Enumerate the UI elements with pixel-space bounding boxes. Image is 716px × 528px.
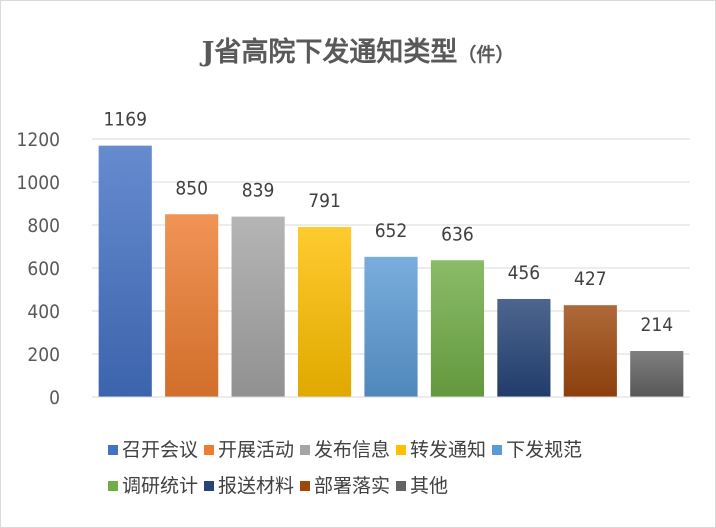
legend-label: 召开会议: [122, 439, 199, 461]
legend-label: 发布信息: [314, 439, 391, 461]
y-tick-label: 200: [27, 344, 60, 366]
legend-item: 报送材料: [204, 468, 294, 504]
y-tick-label: 1200: [17, 129, 61, 151]
y-tick-label: 600: [27, 258, 60, 280]
bar-3: [231, 216, 285, 397]
legend-label: 部署落实: [314, 475, 391, 497]
legend-swatch: [492, 445, 503, 455]
legend-label: 调研统计: [122, 475, 199, 497]
y-axis-ticks: 0 200 400 600 800 1000 1200: [17, 129, 61, 409]
chart-title: J省高院下发通知类型（件）: [0, 30, 716, 69]
data-label: 427: [574, 268, 607, 290]
data-label: 652: [375, 220, 408, 242]
legend-item: 转发通知: [396, 432, 486, 468]
data-label: 850: [175, 177, 208, 199]
legend-item: 调研统计: [108, 468, 198, 504]
data-label: 456: [508, 262, 541, 284]
data-label: 214: [640, 314, 673, 336]
y-tick-label: 800: [27, 215, 60, 237]
bar-7: [497, 298, 551, 397]
bar-1: [98, 145, 152, 397]
legend-item: 发布信息: [300, 432, 390, 468]
legend-swatch: [396, 481, 407, 491]
legend-swatch: [108, 445, 118, 455]
data-label: 839: [242, 180, 275, 202]
bar-9: [630, 350, 684, 397]
bar-2: [165, 214, 219, 397]
legend-swatch: [300, 481, 311, 491]
bar-8: [563, 305, 617, 397]
chart-title-unit: （件）: [457, 44, 515, 66]
legend-swatch: [204, 445, 215, 455]
data-labels: 1169 850 839 791 652 636 456 427 214: [103, 109, 673, 336]
legend-row: 调研统计 报送材料 部署落实 其他: [108, 468, 628, 504]
legend-label: 报送材料: [218, 475, 295, 497]
data-label: 1169: [103, 109, 147, 131]
bar-5: [364, 256, 418, 397]
data-label: 791: [308, 190, 341, 212]
legend-item: 其他: [396, 468, 448, 504]
legend-swatch: [396, 445, 407, 455]
data-label: 636: [441, 223, 474, 245]
legend-item: 部署落实: [300, 468, 390, 504]
y-tick-label: 0: [49, 387, 60, 409]
legend-row: 召开会议 开展活动 发布信息 转发通知 下发规范: [108, 432, 628, 468]
legend-item: 召开会议: [108, 432, 198, 468]
legend-label: 转发通知: [410, 439, 487, 461]
bar-6: [430, 260, 485, 397]
legend-swatch: [300, 445, 311, 455]
legend-item: 开展活动: [204, 432, 294, 468]
chart-title-main: J省高院下发通知类型: [201, 37, 458, 68]
legend-label: 下发规范: [506, 439, 583, 461]
bar-4: [297, 226, 352, 397]
legend: 召开会议 开展活动 发布信息 转发通知 下发规范 调研统计 报送材料 部署落实 其他: [108, 432, 628, 504]
y-tick-label: 1000: [17, 172, 61, 194]
bars: [98, 145, 684, 397]
legend-label: 开展活动: [218, 439, 295, 461]
y-tick-label: 400: [27, 301, 60, 323]
legend-swatch: [108, 481, 118, 491]
legend-label: 其他: [410, 475, 449, 497]
legend-item: 下发规范: [492, 432, 582, 468]
legend-swatch: [204, 481, 215, 491]
